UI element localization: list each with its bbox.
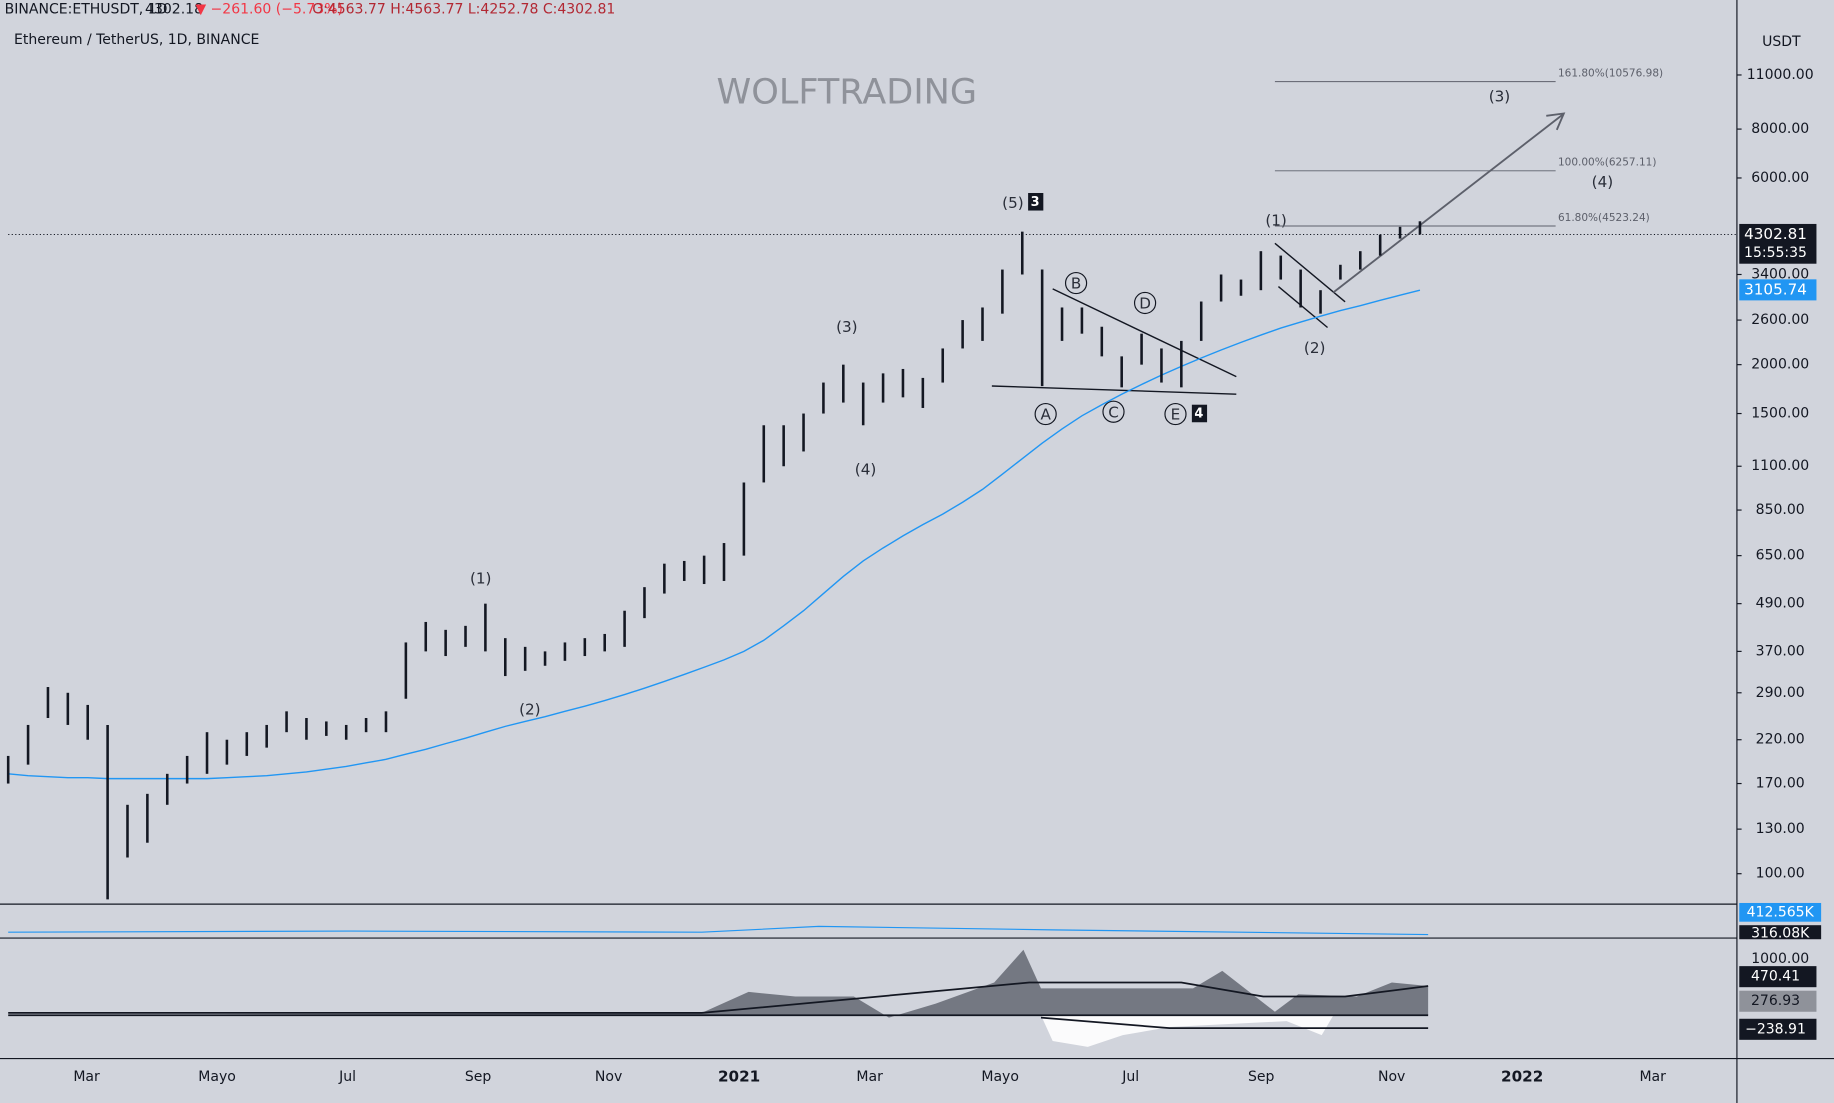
y-tick-label: 3400.00 — [1751, 266, 1809, 282]
y-tick-label: 1500.00 — [1751, 406, 1809, 422]
wave-circle — [1133, 291, 1157, 315]
label-box — [1028, 193, 1044, 211]
header-ohlc: O:4563.77 H:4563.77 L:4252.78 C:4302.81 — [312, 1, 615, 17]
trendline — [991, 385, 1237, 395]
x-tick-label: 2021 — [718, 1068, 760, 1086]
wave-circle — [1034, 402, 1057, 426]
label-box — [1739, 925, 1822, 940]
wave-label: 4 — [1194, 407, 1203, 422]
wave-circle — [1064, 271, 1088, 295]
moving-average — [8, 289, 1421, 780]
x-tick-label: Nov — [1378, 1069, 1405, 1085]
axis-unit: USDT — [1762, 34, 1801, 50]
last-price-label: 4302.81 — [1744, 225, 1807, 243]
countdown: 15:55:35 — [1744, 245, 1807, 261]
y-tick-label: 220.00 — [1756, 732, 1805, 748]
x-tick-label: Jul — [1121, 1069, 1139, 1085]
y-tick-label: 100.00 — [1756, 866, 1805, 882]
y-tick-label: 650.00 — [1756, 548, 1805, 564]
label-box — [1739, 1018, 1817, 1040]
wave-label: (3) — [836, 318, 858, 336]
wave-circle — [1164, 402, 1187, 426]
label-box — [1191, 404, 1208, 423]
volume-label: 412.565K — [1747, 904, 1815, 920]
label-box — [1739, 279, 1817, 301]
x-tick-label: Mayo — [981, 1069, 1019, 1085]
y-tick-label: 490.00 — [1756, 596, 1805, 612]
y-tick-label: 8000.00 — [1751, 121, 1809, 137]
wave-label: (1) — [470, 569, 492, 587]
oscillator-area — [8, 949, 1429, 1018]
x-tick-label: 2022 — [1501, 1068, 1543, 1086]
fib-label: 100.00%(6257.11) — [1558, 157, 1656, 169]
header-symbol: BINANCE:ETHUSDT, 1D — [5, 1, 168, 17]
fib-label: 61.80%(4523.24) — [1558, 212, 1650, 224]
chart-title: Ethereum / TetherUS, 1D, BINANCE — [14, 32, 259, 48]
wave-label: B — [1071, 275, 1081, 293]
trendline — [1052, 288, 1237, 378]
wave-label: (2) — [1304, 339, 1326, 357]
y-tick-label: 6000.00 — [1751, 170, 1809, 186]
watermark: WOLFTRADING — [717, 72, 978, 113]
wave-label: A — [1040, 406, 1051, 424]
y-tick-label: 11000.00 — [1747, 67, 1814, 83]
wave-circle — [1102, 400, 1125, 423]
wave-label: D — [1139, 295, 1151, 313]
wave-label: (3) — [1489, 88, 1511, 106]
y-tick-label: 290.00 — [1756, 685, 1805, 701]
ma-label: 3105.74 — [1744, 280, 1807, 298]
oscillator-label: −238.91 — [1745, 1021, 1806, 1037]
y-tick-label: 170.00 — [1756, 776, 1805, 792]
wave-label: C — [1108, 403, 1119, 421]
wave-label: (1) — [1265, 212, 1287, 230]
wave-label: (2) — [519, 700, 541, 718]
volume-ma — [8, 925, 1429, 936]
x-tick-label: Mar — [856, 1069, 883, 1085]
projection-arrow — [1332, 113, 1564, 294]
oscillator-tick: 1000.00 — [1751, 951, 1809, 967]
wave-label: E — [1171, 406, 1181, 424]
oscillator-label: 276.93 — [1751, 993, 1800, 1009]
label-box — [1739, 902, 1822, 922]
label-box — [1739, 990, 1817, 1012]
x-tick-label: Jul — [338, 1069, 356, 1085]
arrow-head — [1546, 112, 1566, 131]
y-tick-label: 2000.00 — [1751, 357, 1809, 373]
label-box — [1739, 966, 1817, 988]
wave-label: (5) — [1002, 194, 1024, 212]
trendline — [1277, 286, 1328, 329]
volume-label: 316.08K — [1751, 925, 1810, 941]
y-tick-label: 2600.00 — [1751, 312, 1809, 328]
x-tick-label: Sep — [465, 1069, 492, 1085]
x-tick-label: Mayo — [198, 1069, 236, 1085]
x-tick-label: Nov — [595, 1069, 622, 1085]
fib-label: 161.80%(10576.98) — [1558, 67, 1663, 79]
x-tick-label: Sep — [1248, 1069, 1275, 1085]
wave-label: 3 — [1031, 195, 1040, 210]
y-tick-label: 370.00 — [1756, 643, 1805, 659]
x-tick-label: Mar — [73, 1069, 100, 1085]
y-tick-label: 850.00 — [1756, 502, 1805, 518]
label-box — [1739, 223, 1817, 264]
wave-label: (4) — [855, 461, 877, 479]
wave-label: (4) — [1592, 173, 1614, 191]
header-price: 4302.18 — [145, 1, 203, 17]
x-tick-label: Mar — [1639, 1069, 1666, 1085]
y-tick-label: 1100.00 — [1751, 458, 1809, 474]
y-tick-label: 130.00 — [1756, 821, 1805, 837]
oscillator-lines — [8, 981, 1429, 1030]
oscillator-label: 470.41 — [1751, 969, 1800, 985]
header-change: ▼ −261.60 (−5.73%) — [195, 1, 343, 17]
